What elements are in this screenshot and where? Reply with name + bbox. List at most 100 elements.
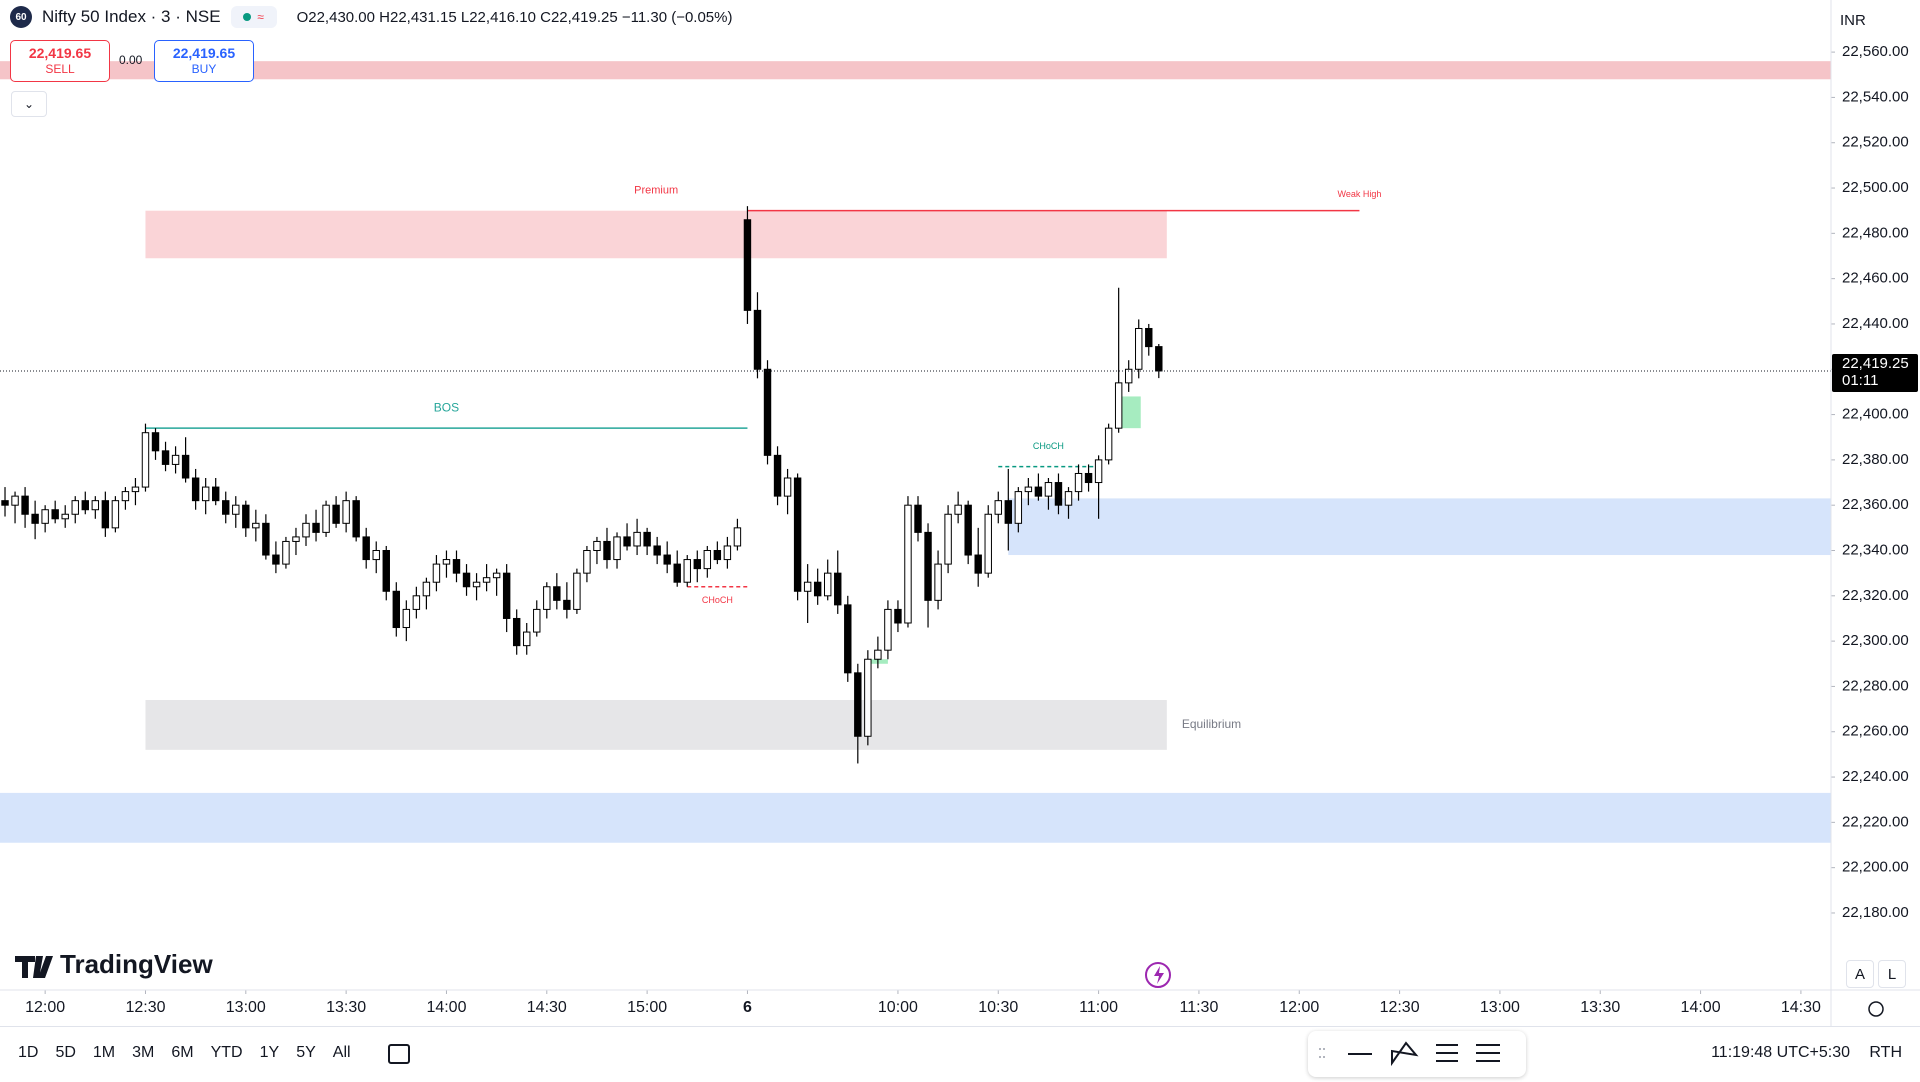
y-tick-label: 22,560.00	[1842, 43, 1909, 60]
drag-handle[interactable]	[1319, 1048, 1325, 1058]
range-button[interactable]: 3M	[132, 1044, 155, 1061]
range-button[interactable]: 5Y	[296, 1044, 316, 1061]
candle-body	[934, 563, 942, 601]
candle-body	[512, 617, 521, 647]
candle-body	[412, 595, 421, 610]
range-button[interactable]: 6M	[171, 1044, 194, 1061]
candle-body	[472, 581, 481, 588]
x-tick-label: 12:00	[25, 999, 65, 1016]
lightning-icon	[1154, 966, 1164, 984]
status-wave: ≈	[257, 10, 264, 24]
zone	[145, 700, 1167, 750]
range-button[interactable]: 1Y	[259, 1044, 280, 1061]
candle-body	[352, 500, 360, 538]
candle-body	[703, 550, 712, 570]
candle-body	[1104, 427, 1113, 461]
candle-body	[1064, 491, 1073, 506]
candle-body	[904, 504, 912, 624]
auto-scale-button[interactable]: A	[1846, 960, 1874, 988]
candle-body	[272, 554, 280, 565]
candle-body	[262, 522, 270, 556]
candle-body	[302, 522, 310, 538]
candle-body	[583, 550, 591, 574]
y-tick-label: 22,360.00	[1842, 496, 1909, 513]
candle-body	[91, 500, 100, 511]
candle-body	[733, 527, 742, 547]
candle-body	[21, 495, 29, 515]
candle-body	[884, 608, 892, 651]
candle-body	[633, 531, 641, 547]
x-tick-label: 13:00	[1480, 999, 1520, 1016]
candle-body	[232, 504, 240, 515]
structure-label: CHoCH	[702, 595, 733, 605]
gann-tool[interactable]	[1476, 1044, 1500, 1062]
status-pill[interactable]: ≈	[230, 6, 277, 28]
candle-body	[994, 500, 1002, 515]
settings-icon[interactable]	[1868, 1001, 1884, 1017]
candle-body	[1114, 382, 1123, 429]
fib-tool[interactable]	[1436, 1044, 1458, 1062]
sell-button[interactable]: 22,419.65 SELL	[10, 40, 110, 82]
candle-body	[191, 477, 200, 502]
range-button[interactable]: All	[332, 1044, 351, 1061]
candle-body	[984, 513, 992, 574]
collapse-button[interactable]: ⌄	[11, 91, 47, 117]
symbol-header: 60 Nifty 50 Index · 3 · NSE ≈ O22,430.00…	[10, 6, 732, 28]
candle-body	[121, 491, 130, 502]
candle-body	[753, 309, 762, 370]
candle-body	[1014, 491, 1023, 524]
log-scale-button[interactable]: L	[1878, 960, 1906, 988]
x-tick-label: 12:30	[1380, 999, 1420, 1016]
y-tick-label: 22,220.00	[1842, 813, 1909, 830]
range-button[interactable]: 1M	[92, 1044, 116, 1061]
candle-body	[432, 563, 441, 583]
candle-body	[141, 432, 150, 488]
y-tick-label: 22,260.00	[1842, 723, 1909, 740]
bottom-toolbar: 1D 5D 1M 3M 6M YTD 1Y 5Y All 11:19:48 UT…	[0, 1026, 1920, 1081]
zone	[0, 792, 1831, 843]
structure-label: BOS	[434, 400, 459, 414]
candle-body	[422, 581, 431, 597]
range-button[interactable]: YTD	[210, 1044, 243, 1061]
x-tick-label: 6	[743, 999, 752, 1016]
session[interactable]: RTH	[1869, 1044, 1902, 1061]
spread: 0.00	[119, 53, 143, 67]
candle-body	[964, 504, 972, 556]
candle-body	[673, 563, 681, 583]
zone	[145, 210, 1167, 259]
drawing-tools	[1308, 1031, 1526, 1077]
candle-body	[161, 450, 170, 465]
status-dot	[243, 13, 252, 21]
clock: 11:19:48 UTC+5:30	[1711, 1044, 1850, 1061]
candle-body	[41, 509, 49, 524]
candle-body	[502, 572, 511, 619]
candle-body	[442, 559, 451, 565]
range-button[interactable]: 1D	[18, 1044, 39, 1061]
x-tick-label: 14:00	[426, 999, 466, 1016]
range-button[interactable]: 5D	[55, 1044, 76, 1061]
zone	[1120, 396, 1141, 429]
buy-button[interactable]: 22,419.65 BUY	[154, 40, 254, 82]
sell-label: SELL	[45, 62, 75, 76]
candle-body	[181, 454, 190, 479]
date-range-button[interactable]	[387, 1044, 410, 1064]
candle-body	[1084, 472, 1093, 484]
lightning-button[interactable]	[1145, 962, 1171, 988]
y-tick-label: 22,440.00	[1842, 315, 1909, 332]
candle-body	[51, 509, 59, 520]
y-tick-label: 22,500.00	[1842, 179, 1909, 196]
x-tick-label: 14:30	[1781, 999, 1821, 1016]
symbol-name[interactable]: Nifty 50 Index · 3 · NSE	[42, 7, 221, 26]
currency[interactable]: INR	[1840, 12, 1866, 29]
last-price-box	[1832, 353, 1918, 392]
candle-body	[1124, 368, 1133, 384]
zone	[1008, 498, 1831, 556]
candle-body	[793, 477, 802, 592]
candle-body	[101, 500, 110, 529]
candle-body	[803, 581, 812, 592]
candle-body	[533, 608, 541, 633]
x-tick-label: 10:30	[978, 999, 1018, 1016]
pitchfork-tool[interactable]	[1391, 1041, 1419, 1067]
